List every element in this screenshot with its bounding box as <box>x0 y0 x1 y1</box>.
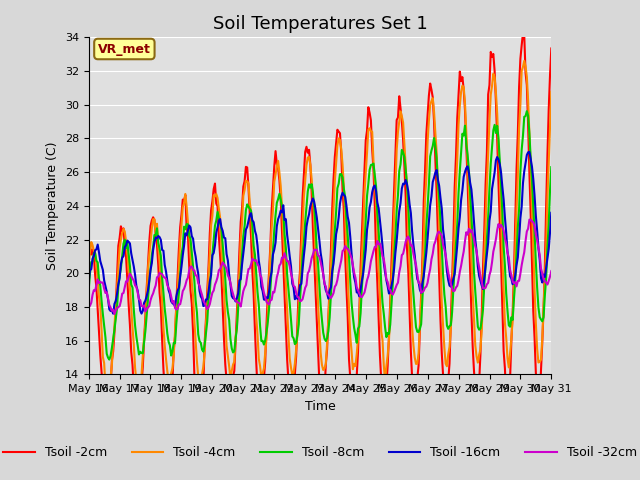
Tsoil -2cm <box>247 234 255 240</box>
Tsoil -8cm <box>547 164 555 170</box>
Title: Soil Temperatures Set 1: Soil Temperatures Set 1 <box>212 15 428 33</box>
Tsoil -16cm <box>547 210 555 216</box>
X-axis label: Time: Time <box>305 400 335 413</box>
Tsoil -4cm <box>239 193 247 199</box>
Tsoil -32cm <box>239 288 247 294</box>
Tsoil -32cm <box>525 217 533 223</box>
Tsoil -16cm <box>85 279 93 285</box>
Tsoil -8cm <box>106 357 113 362</box>
Tsoil -16cm <box>525 149 533 155</box>
Line: Tsoil -2cm: Tsoil -2cm <box>89 33 551 421</box>
Tsoil -2cm <box>141 313 149 319</box>
Line: Tsoil -8cm: Tsoil -8cm <box>89 111 551 360</box>
Tsoil -32cm <box>224 273 232 278</box>
Tsoil -4cm <box>547 89 555 95</box>
Tsoil -8cm <box>524 113 532 119</box>
Tsoil -16cm <box>247 210 255 216</box>
Tsoil -32cm <box>289 276 296 281</box>
Tsoil -16cm <box>143 293 150 299</box>
Tsoil -2cm <box>224 394 232 400</box>
Tsoil -4cm <box>224 353 232 359</box>
Tsoil -4cm <box>520 58 528 64</box>
Tsoil -4cm <box>102 383 109 389</box>
Tsoil -4cm <box>524 97 532 103</box>
Tsoil -8cm <box>239 233 247 239</box>
Tsoil -2cm <box>547 46 555 51</box>
Tsoil -4cm <box>143 291 150 297</box>
Tsoil -4cm <box>247 209 255 215</box>
Line: Tsoil -4cm: Tsoil -4cm <box>89 61 551 386</box>
Tsoil -8cm <box>289 334 296 339</box>
Tsoil -16cm <box>289 281 296 287</box>
Tsoil -8cm <box>523 108 531 114</box>
Tsoil -2cm <box>289 399 296 405</box>
Tsoil -16cm <box>109 311 117 316</box>
Y-axis label: Soil Temperature (C): Soil Temperature (C) <box>46 142 59 270</box>
Tsoil -2cm <box>85 249 93 254</box>
Line: Tsoil -32cm: Tsoil -32cm <box>89 220 551 314</box>
Tsoil -32cm <box>143 306 150 312</box>
Tsoil -16cm <box>523 152 531 158</box>
Tsoil -16cm <box>224 258 232 264</box>
Tsoil -32cm <box>85 304 93 310</box>
Tsoil -2cm <box>239 184 247 190</box>
Tsoil -32cm <box>111 311 118 317</box>
Tsoil -32cm <box>523 228 531 234</box>
Tsoil -2cm <box>195 418 202 424</box>
Text: VR_met: VR_met <box>98 43 151 56</box>
Tsoil -4cm <box>85 260 93 266</box>
Tsoil -32cm <box>547 268 555 274</box>
Tsoil -4cm <box>289 372 296 378</box>
Tsoil -2cm <box>524 122 532 128</box>
Tsoil -8cm <box>85 287 93 293</box>
Tsoil -8cm <box>224 309 232 315</box>
Legend: Tsoil -2cm, Tsoil -4cm, Tsoil -8cm, Tsoil -16cm, Tsoil -32cm: Tsoil -2cm, Tsoil -4cm, Tsoil -8cm, Tsoi… <box>0 441 640 464</box>
Tsoil -8cm <box>143 313 150 319</box>
Tsoil -32cm <box>247 262 255 267</box>
Line: Tsoil -16cm: Tsoil -16cm <box>89 152 551 313</box>
Tsoil -16cm <box>239 251 247 256</box>
Tsoil -8cm <box>247 208 255 214</box>
Tsoil -2cm <box>519 30 527 36</box>
